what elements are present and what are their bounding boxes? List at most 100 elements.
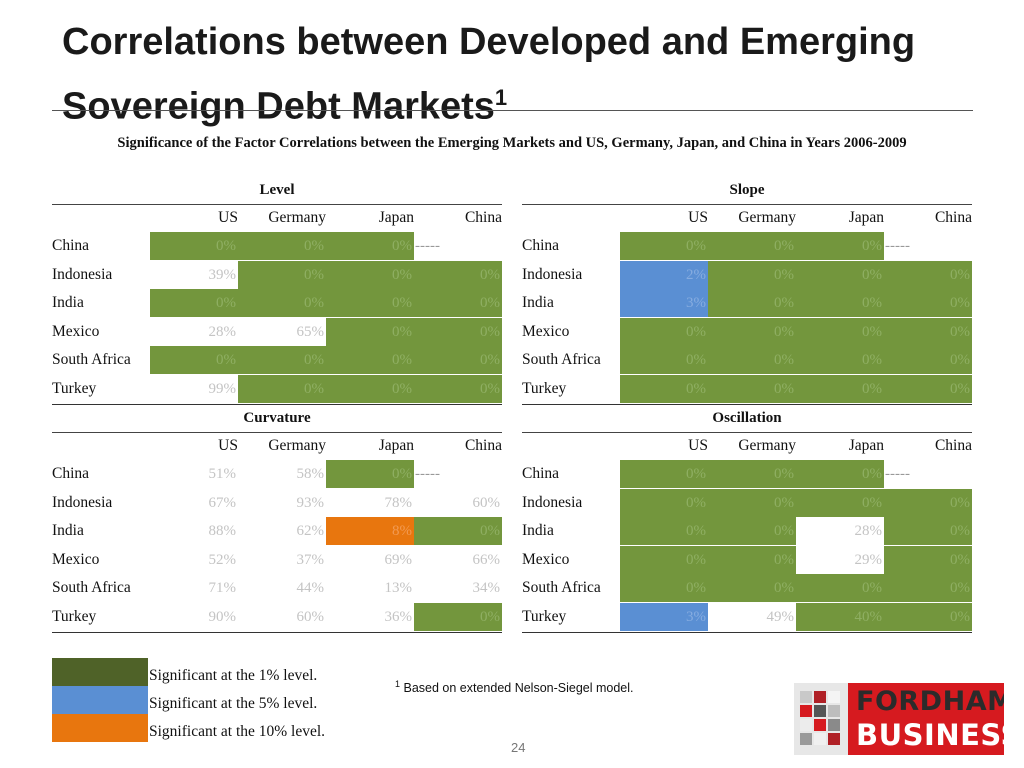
panel-bottom-rule — [522, 631, 972, 633]
legend-label: Significant at the 10% level. — [149, 723, 326, 740]
row-label: South Africa — [522, 351, 601, 368]
table-cell: 0% — [796, 460, 884, 488]
table-cell: 65% — [296, 323, 325, 340]
table-cell: 90% — [208, 608, 237, 625]
table-cell: 0% — [884, 488, 972, 517]
table-cell: 0% — [238, 346, 326, 374]
table-cell: 0% — [796, 317, 884, 346]
table-cell: 0% — [708, 517, 796, 545]
table-cell: 13% — [384, 580, 413, 596]
table-cell: 0% — [884, 260, 972, 289]
table-cell: 0% — [708, 488, 796, 517]
table-cell: 60% — [296, 608, 325, 625]
table-cell: 0% — [326, 260, 414, 289]
column-header: Germany — [268, 437, 326, 454]
panel-title: Slope — [522, 176, 972, 205]
row-label: China — [522, 465, 560, 482]
table-cell: 66% — [472, 551, 501, 568]
column-header: Japan — [378, 209, 414, 226]
table-cell: 0% — [620, 374, 708, 403]
table-cell: 0% — [796, 346, 884, 374]
slide-title-text: Correlations between Developed and Emerg… — [62, 21, 916, 128]
column-header: Japan — [848, 437, 884, 454]
table-cell: 0% — [796, 289, 884, 317]
table-cell: ----- — [415, 238, 440, 254]
column-header: Japan — [848, 209, 884, 226]
row-label: South Africa — [52, 579, 131, 596]
column-header: US — [218, 437, 238, 454]
legend-swatch — [52, 714, 148, 742]
row-label: Indonesia — [52, 265, 113, 283]
row-label: India — [52, 294, 84, 311]
column-header: US — [218, 209, 238, 226]
column-header: Germany — [738, 437, 796, 454]
table-cell: 2% — [620, 260, 708, 289]
title-footnote-marker: 1 — [494, 85, 508, 110]
table-cell: 0% — [708, 232, 796, 260]
table-cell: 0% — [708, 545, 796, 574]
table-cell: 0% — [884, 346, 972, 374]
table-cell: 0% — [708, 460, 796, 488]
table-cell: 36% — [384, 608, 413, 625]
row-label: China — [52, 465, 90, 482]
panel-bottom-rule — [52, 631, 502, 633]
table-cell: 60% — [472, 494, 501, 511]
table-cell: 0% — [238, 232, 326, 260]
table-cell: 0% — [620, 488, 708, 517]
page-number: 24 — [511, 740, 526, 755]
table-cell: 3% — [620, 289, 708, 317]
table-cell: 0% — [708, 574, 796, 602]
table-cell: 0% — [708, 317, 796, 346]
table-cell: 0% — [414, 317, 502, 346]
row-label: Mexico — [52, 322, 100, 340]
legend-label: Significant at the 5% level. — [149, 695, 318, 712]
table-cell: 0% — [326, 317, 414, 346]
table-cell: 0% — [884, 517, 972, 545]
table-cell: 44% — [296, 580, 325, 596]
table-cell: 0% — [796, 574, 884, 602]
footnote-marker: 1 — [395, 679, 401, 689]
table-cell: 0% — [884, 602, 972, 631]
table-cell: 0% — [150, 346, 238, 374]
table-cell: 0% — [884, 574, 972, 602]
row-label: South Africa — [522, 579, 601, 596]
table-cell: 0% — [884, 374, 972, 403]
table-cell: 37% — [296, 551, 325, 568]
table-cell: 39% — [208, 266, 237, 283]
table-cell: 0% — [414, 602, 502, 631]
table-cell: 0% — [620, 460, 708, 488]
table-cell: 28% — [854, 523, 883, 539]
table-cell: 0% — [884, 545, 972, 574]
row-label: Turkey — [52, 379, 97, 397]
row-label: South Africa — [52, 351, 131, 368]
table-cell: 51% — [208, 466, 237, 482]
panel-bottom-rule — [522, 403, 972, 405]
row-label: Turkey — [522, 379, 567, 397]
table-cell: 29% — [854, 551, 883, 568]
table-cell: 8% — [326, 517, 414, 545]
footnote-text: Based on extended Nelson-Siegel model. — [403, 681, 634, 696]
table-cell: 0% — [414, 374, 502, 403]
column-header: China — [464, 209, 502, 226]
table-cell: 0% — [796, 260, 884, 289]
table-cell: 0% — [326, 232, 414, 260]
table-cell: 62% — [296, 523, 325, 539]
table-cell: 52% — [208, 551, 237, 568]
panel-title: Level — [52, 176, 502, 205]
fordham-business-logo: FORDHAM BUSINESS — [794, 683, 1004, 755]
panel-title: Oscillation — [522, 404, 972, 433]
table-cell: ----- — [415, 466, 440, 482]
table-cell: 0% — [796, 232, 884, 260]
column-header: Germany — [268, 209, 326, 226]
table-cell: ----- — [885, 238, 910, 254]
table-cell: 0% — [796, 374, 884, 403]
table-cell: 0% — [326, 460, 414, 488]
row-label: India — [52, 522, 84, 539]
table-cell: 78% — [384, 494, 413, 511]
row-label: Indonesia — [522, 493, 583, 511]
title-divider — [52, 110, 973, 111]
row-label: Indonesia — [522, 265, 583, 283]
table-cell: 0% — [620, 574, 708, 602]
table-cell: 0% — [414, 346, 502, 374]
column-header: Germany — [738, 209, 796, 226]
